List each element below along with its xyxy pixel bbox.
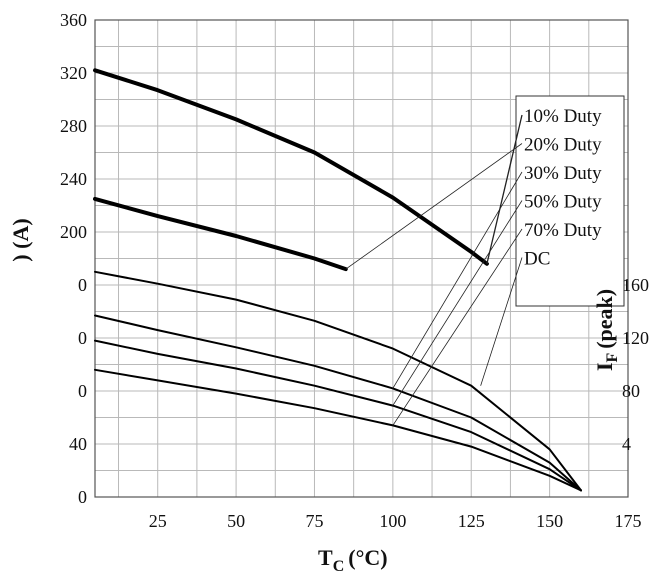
legend-box [515,95,625,307]
legend-leader-line [486,114,523,264]
y-tick-label: 0 [78,487,87,507]
x-tick-label: 125 [458,511,485,531]
legend-entry: 50% Duty [524,192,602,213]
legend-leader-line [392,171,523,389]
tick-labels: 360 320 280 240 200 0 0 0 40 0 160 120 80 4 25 50 75 100 1… [60,10,649,531]
y-tick-label: 360 [60,10,87,30]
legend-entry: DC [524,249,550,270]
x-tick-label: 75 [305,511,323,531]
legend-entry: 70% Duty [524,220,602,241]
x-axis-title: TC (°C) [318,545,388,575]
series-line-20-duty [93,196,348,272]
y-tick-label: 280 [60,116,87,136]
plot-frame [94,19,629,498]
legend: 10% Duty 20% Duty 30% Duty 50% Duty 70% Duty… [345,95,625,426]
y-right-tick-label: 160 [622,275,649,295]
y-right-tick-label: 4 [622,434,631,454]
x-tick-label: 25 [149,511,167,531]
legend-entry: 10% Duty [524,106,602,127]
series-line-10-duty [93,68,489,266]
y-axis-title-left: ) (A) [8,218,33,261]
y-right-tick-label: 120 [622,328,649,348]
series-line-30-duty [94,314,582,492]
series-line-dc [94,270,582,492]
x-tick-label: 175 [615,511,642,531]
y-tick-label: 0 [78,328,87,348]
legend-entry: 20% Duty [524,135,602,156]
legend-leader-line [345,143,523,270]
y-tick-label: 240 [60,169,87,189]
series-group [93,68,582,492]
series-line-50-duty [94,339,582,492]
y-tick-label: 320 [60,63,87,83]
legend-entry: 30% Duty [524,163,602,184]
x-tick-label: 100 [379,511,406,531]
y-axis-title-right: IF(peak) [592,289,621,371]
y-tick-label: 200 [60,222,87,242]
y-tick-label: 40 [69,434,87,454]
legend-leader-line [480,257,523,386]
legend-leader-line [392,200,523,406]
y-tick-label: 0 [78,381,87,401]
y-tick-label: 0 [78,275,87,295]
x-tick-label: 150 [536,511,563,531]
x-tick-label: 50 [227,511,245,531]
legend-leader-line [392,228,523,426]
y-right-tick-label: 80 [622,381,640,401]
series-line-70-duty [94,368,582,492]
